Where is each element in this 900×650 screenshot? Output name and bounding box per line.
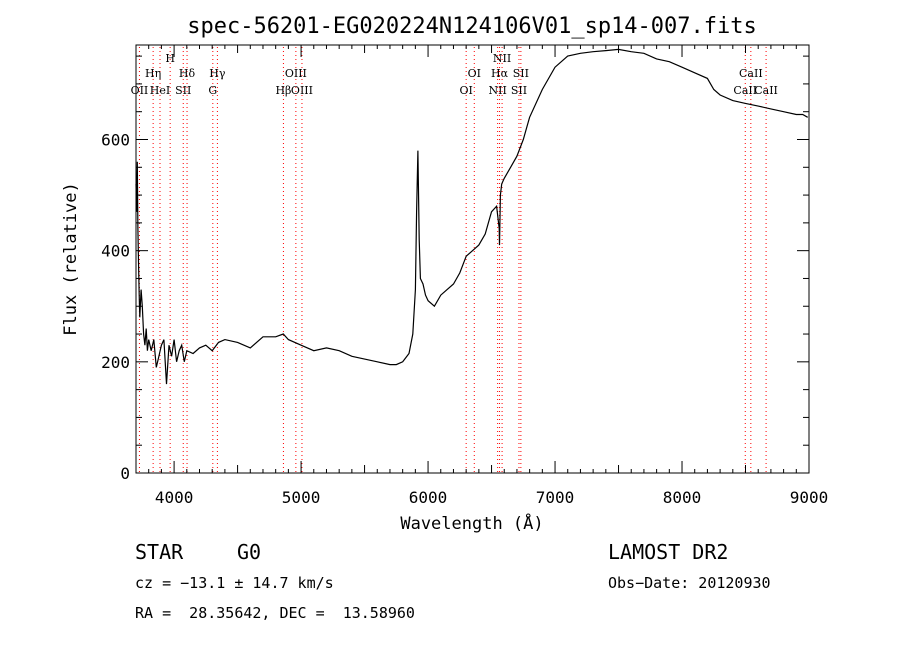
y-tick-label: 400 (101, 242, 130, 261)
star-class: STAR (135, 540, 184, 564)
x-tick-label: 9000 (790, 488, 829, 507)
plot-frame (135, 44, 810, 474)
spectrum-series-line (135, 48, 808, 385)
y-axis-label: Flux (relative) (61, 182, 81, 336)
spectral-line-label: OI (459, 84, 472, 97)
coordinates-text: RA = 28.35642, DEC = 13.58960 (135, 604, 415, 622)
redshift-text: cz = −13.1 ± 14.7 km/s (135, 574, 334, 592)
obs-date-text: Obs−Date: 20120930 (608, 574, 771, 592)
spectral-line-label: OIII (285, 67, 307, 80)
x-tick-label: 4000 (155, 488, 194, 507)
spectral-line-label: G (208, 84, 217, 97)
spectral-line-label: NII (488, 84, 506, 97)
spectral-line-label: Hγ (209, 67, 226, 80)
spectral-line-label: Hβ (275, 84, 291, 97)
x-axis-ticks: 4000 5000 6000 7000 8000 9000 (135, 45, 829, 507)
y-tick-label: 600 (101, 130, 130, 149)
spectral-line-label: CaII (754, 84, 778, 97)
spectral-line-label: Hα (491, 67, 509, 80)
spectral-line-label: SII (511, 84, 527, 97)
spectral-line-label: OIII (291, 84, 313, 97)
x-tick-label: 7000 (536, 488, 575, 507)
spectral-line-label: Hδ (179, 67, 196, 80)
x-tick-label: 6000 (409, 488, 448, 507)
spectral-line-markers (138, 47, 767, 473)
spectral-line-label: SII (513, 67, 529, 80)
x-tick-label: 8000 (663, 488, 702, 507)
y-tick-label: 0 (120, 464, 130, 483)
spectral-line-label: H (165, 52, 175, 65)
y-axis-ticks: 0 200 400 600 (101, 55, 809, 483)
y-tick-label: 200 (101, 353, 130, 372)
chart-title: spec-56201-EG020224N124106V01_sp14-007.f… (187, 14, 757, 39)
spectral-line-label: NII (493, 52, 511, 65)
spectral-line-label: Hη (145, 67, 161, 80)
spectral-line-label: OII (131, 84, 149, 97)
survey-name: LAMOST DR2 (608, 540, 729, 564)
spectral-line-label: CaII (739, 67, 763, 80)
spectral-line-label: HeI (150, 84, 170, 97)
spectral-line-label: SII (175, 84, 191, 97)
star-subclass: G0 (237, 540, 262, 564)
spectral-line-label: CaII (733, 84, 757, 97)
x-axis-label: Wavelength (Å) (400, 512, 543, 534)
x-tick-label: 5000 (282, 488, 321, 507)
spectral-line-label: OI (468, 67, 481, 80)
